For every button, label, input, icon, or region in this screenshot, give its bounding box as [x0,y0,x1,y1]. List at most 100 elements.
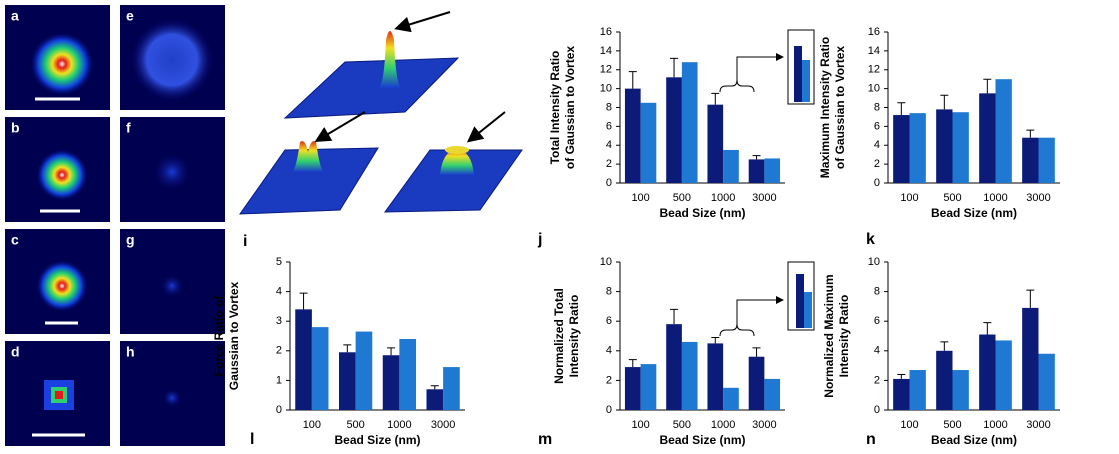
x-tick-label: 100 [631,192,649,204]
bar [893,379,909,410]
y-tick-label: 6 [874,120,880,132]
y-tick-label: 8 [606,286,612,298]
error-bar [431,386,439,390]
panel-label: a [11,8,19,24]
y-tick-label: 8 [874,101,880,113]
x-tick-label: 3000 [431,419,455,431]
y-tick-label: 8 [606,101,612,113]
error-bar [343,345,351,352]
error-bar [300,293,308,309]
bar [979,93,995,183]
image-panels [5,5,225,446]
x-tick-label: 1000 [711,419,735,431]
x-tick-label: 100 [631,419,649,431]
y-tick-label: 4 [874,345,880,357]
x-tick-label: 500 [673,419,691,431]
y-tick-label: 6 [606,120,612,132]
y-tick-label: 0 [606,177,612,189]
x-tick-label: 500 [673,192,691,204]
error-bar [1026,290,1034,308]
error-bar [983,79,991,93]
error-bar [897,374,905,378]
bar [910,370,926,410]
x-tick-label: 1000 [983,192,1007,204]
y-tick-label: 12 [600,64,612,76]
x-tick-label: 3000 [752,419,776,431]
error-bar [983,323,991,335]
error-bar [940,95,948,109]
x-tick-label: 3000 [1026,192,1050,204]
bar [996,79,1012,183]
bar [356,332,373,410]
panel-label: b [11,120,20,136]
bar [910,113,926,183]
bar [625,367,641,410]
panel-label: k [866,231,875,248]
bar [641,364,657,410]
y-axis-label: Gaussian to Vortex [227,281,241,390]
y-tick-label: 16 [600,26,612,38]
y-tick-label: 0 [874,177,880,189]
y-axis-label: Intensity Ratio [837,295,851,378]
x-tick-label: 3000 [1026,419,1050,431]
y-tick-label: 14 [600,45,612,57]
y-tick-label: 4 [606,345,612,357]
y-tick-label: 4 [874,139,880,151]
y-tick-label: 5 [276,256,282,268]
y-axis-label: Total Intensity Ratio [548,51,562,165]
bar [682,62,698,183]
y-tick-label: 2 [276,345,282,357]
bar [749,159,765,183]
y-tick-label: 8 [874,286,880,298]
x-tick-label: 500 [346,419,364,431]
panel-label: i [243,233,247,250]
bar [625,89,641,183]
y-axis-label: Normalized Maximum [822,274,836,397]
panel-label: d [11,344,20,360]
y-tick-label: 3 [276,315,282,327]
bar [893,115,909,183]
error-bar [753,156,761,160]
y-tick-label: 10 [868,256,880,268]
y-tick-label: 10 [868,83,880,95]
x-axis-label: Bead Size (nm) [659,206,745,220]
y-tick-label: 10 [600,83,612,95]
error-bar [670,58,678,77]
y-tick-label: 2 [606,374,612,386]
panel-label: j [537,231,542,248]
x-axis-label: Bead Size (nm) [334,433,420,447]
bar [723,150,739,183]
y-tick-label: 16 [868,26,880,38]
error-bar [629,360,637,367]
x-axis-label: Bead Size (nm) [659,433,745,447]
bar [641,103,657,183]
error-bar [711,93,719,104]
x-axis-label: Bead Size (nm) [931,206,1017,220]
error-bar [940,342,948,351]
bar [936,109,952,183]
error-bar [897,103,905,115]
y-tick-label: 1 [276,374,282,386]
x-tick-label: 100 [900,192,918,204]
bar [1039,354,1055,410]
y-axis-label: Normalized Total [552,288,566,384]
bar [1022,308,1038,410]
y-axis-label: Force Ratio of [212,295,226,377]
y-axis-label: of Gaussian to Vortex [833,46,847,169]
y-tick-label: 2 [874,374,880,386]
x-tick-label: 1000 [387,419,411,431]
error-bar [387,348,395,355]
panel-label: f [126,120,131,136]
panel-label: c [11,232,19,248]
x-tick-label: 100 [303,419,321,431]
bar [764,158,780,183]
surface-plots [240,12,522,214]
y-tick-label: 10 [600,256,612,268]
y-tick-label: 4 [606,139,612,151]
bar [707,105,723,183]
panel-label: e [126,8,134,24]
bar [979,335,995,410]
y-tick-label: 6 [874,315,880,327]
bar [749,357,765,410]
bar [682,342,698,410]
